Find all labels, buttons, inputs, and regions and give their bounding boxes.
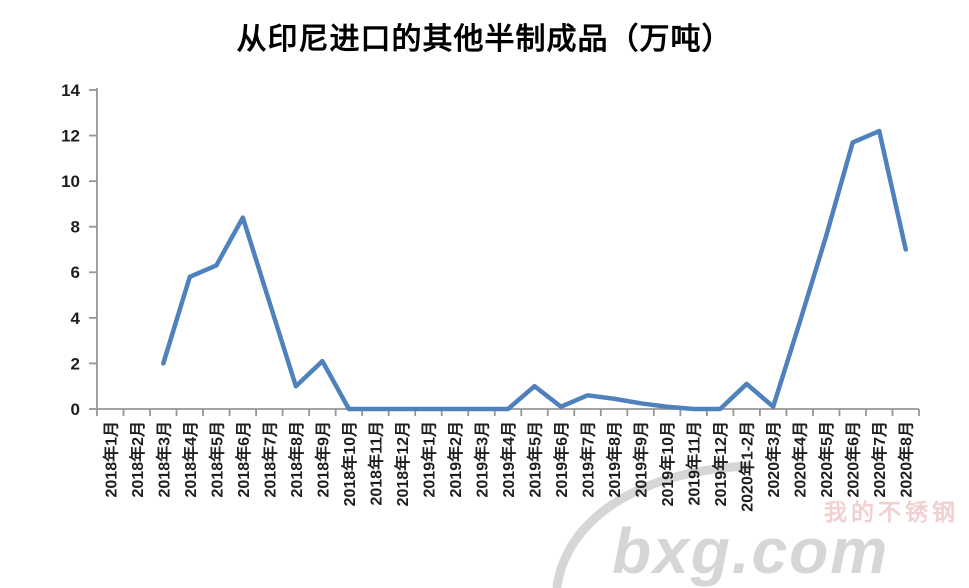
x-axis-label: 2019年8月 [605, 421, 624, 498]
x-axis-label: 2019年2月 [446, 421, 465, 498]
x-axis-label: 2020年6月 [844, 421, 863, 498]
x-axis-label: 2020年7月 [870, 421, 889, 498]
x-axis-label: 2020年1-2月 [738, 421, 757, 512]
x-axis-label: 2018年3月 [154, 421, 173, 498]
watermark-swoosh-icon [552, 461, 751, 588]
x-axis-label: 2018年8月 [287, 421, 306, 498]
y-axis-label: 14 [61, 81, 80, 100]
x-axis-label: 2018年10月 [340, 421, 359, 506]
x-axis-label: 2020年8月 [897, 421, 916, 498]
x-axis-label: 2019年12月 [711, 421, 730, 506]
y-axis-label: 6 [71, 263, 80, 282]
x-axis-label: 2019年9月 [632, 421, 651, 498]
x-axis-label: 2019年3月 [472, 421, 491, 498]
data-line [161, 128, 908, 412]
watermark-text: bxg.com [612, 515, 889, 587]
x-axis-label: 2018年7月 [260, 421, 279, 498]
x-axis-label: 2020年5月 [817, 421, 836, 498]
chart-title: 从印尼进口的其他半制成品（万吨） [236, 23, 733, 56]
x-axis-label: 2019年6月 [552, 421, 571, 498]
x-axis-label: 2018年12月 [393, 421, 412, 506]
y-axis-label: 4 [71, 309, 81, 328]
x-axis-label: 2019年7月 [579, 421, 598, 498]
x-axis-label: 2018年2月 [128, 421, 147, 498]
watermark-cjk-text: 我的不锈钢 [824, 499, 959, 525]
x-axis-label: 2018年1月 [101, 421, 120, 498]
x-axis-label: 2019年4月 [499, 421, 518, 498]
x-axis-label: 2020年3月 [764, 421, 783, 498]
x-axis-label: 2019年1月 [419, 421, 438, 498]
x-axis-label: 2020年4月 [791, 421, 810, 498]
y-axis-label: 0 [71, 400, 80, 419]
y-axis-label: 2 [71, 354, 80, 373]
x-axis-label: 2018年9月 [313, 421, 332, 498]
y-axis-label: 8 [71, 218, 80, 237]
x-axis-label: 2018年11月 [366, 421, 385, 506]
x-axis-label: 2018年4月 [181, 421, 200, 498]
x-axis-label: 2019年5月 [526, 421, 545, 498]
x-axis-label: 2018年6月 [234, 421, 253, 498]
y-axis-label: 10 [61, 172, 80, 191]
x-axis-label: 2019年11月 [685, 421, 704, 506]
x-axis-label: 2019年10月 [658, 421, 677, 506]
x-axis-label: 2018年5月 [207, 421, 226, 498]
y-axis-label: 12 [61, 127, 80, 146]
